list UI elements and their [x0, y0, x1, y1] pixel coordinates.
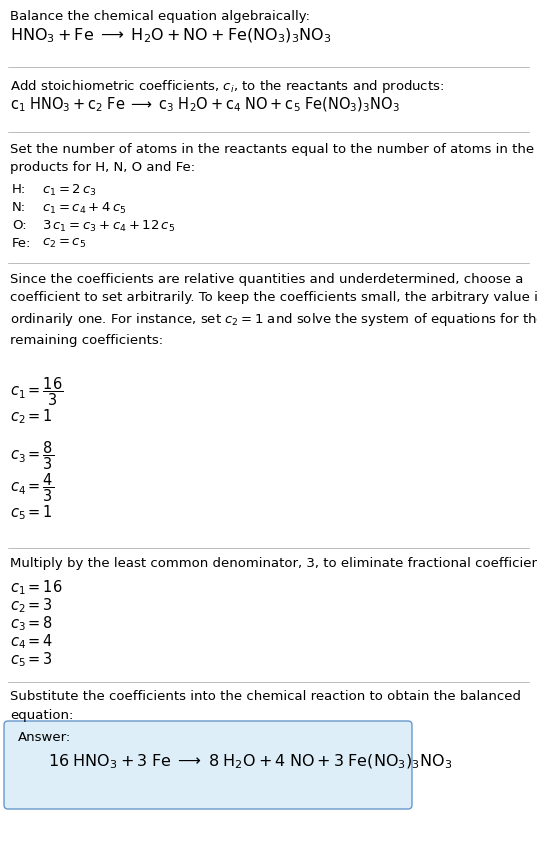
Text: $\mathrm{c_1\;HNO_3 + c_2\;Fe \;\longrightarrow\; c_3\;H_2O + c_4\;NO + c_5\;Fe(: $\mathrm{c_1\;HNO_3 + c_2\;Fe \;\longrig… [10, 96, 400, 115]
Text: $c_1 = 16$: $c_1 = 16$ [10, 578, 63, 596]
Text: Fe:: Fe: [12, 237, 31, 250]
Text: Multiply by the least common denominator, 3, to eliminate fractional coefficient: Multiply by the least common denominator… [10, 557, 537, 570]
Text: $3\,c_1 = c_3 + c_4 + 12\,c_5$: $3\,c_1 = c_3 + c_4 + 12\,c_5$ [42, 219, 175, 234]
Text: $c_3 = \dfrac{8}{3}$: $c_3 = \dfrac{8}{3}$ [10, 439, 54, 471]
Text: $c_2 = c_5$: $c_2 = c_5$ [42, 237, 86, 250]
Text: O:: O: [12, 219, 27, 232]
Text: $c_2 = 1$: $c_2 = 1$ [10, 407, 53, 425]
Text: $c_5 = 1$: $c_5 = 1$ [10, 503, 53, 522]
Text: $c_1 = \dfrac{16}{3}$: $c_1 = \dfrac{16}{3}$ [10, 375, 63, 408]
Text: H:: H: [12, 183, 26, 196]
Text: $c_1 = 2\,c_3$: $c_1 = 2\,c_3$ [42, 183, 97, 198]
Text: N:: N: [12, 201, 26, 214]
Text: Answer:: Answer: [18, 731, 71, 744]
Text: $c_4 = 4$: $c_4 = 4$ [10, 632, 53, 651]
FancyBboxPatch shape [4, 721, 412, 809]
Text: Balance the chemical equation algebraically:: Balance the chemical equation algebraica… [10, 10, 310, 23]
Text: $c_4 = \dfrac{4}{3}$: $c_4 = \dfrac{4}{3}$ [10, 471, 54, 503]
Text: Add stoichiometric coefficients, $c_i$, to the reactants and products:: Add stoichiometric coefficients, $c_i$, … [10, 78, 444, 95]
Text: $c_3 = 8$: $c_3 = 8$ [10, 614, 53, 633]
Text: Since the coefficients are relative quantities and underdetermined, choose a
coe: Since the coefficients are relative quan… [10, 273, 537, 346]
Text: $\mathrm{16\;HNO_3 + 3\;Fe \;\longrightarrow\; 8\;H_2O + 4\;NO + 3\;Fe(NO_3)_3NO: $\mathrm{16\;HNO_3 + 3\;Fe \;\longrighta… [48, 753, 452, 772]
Text: Set the number of atoms in the reactants equal to the number of atoms in the
pro: Set the number of atoms in the reactants… [10, 143, 534, 174]
Text: $\mathrm{HNO_3 + Fe \;\longrightarrow\; H_2O + NO + Fe(NO_3)_3NO_3}$: $\mathrm{HNO_3 + Fe \;\longrightarrow\; … [10, 27, 331, 45]
Text: $c_5 = 3$: $c_5 = 3$ [10, 650, 53, 668]
Text: $c_1 = c_4 + 4\,c_5$: $c_1 = c_4 + 4\,c_5$ [42, 201, 127, 216]
Text: Substitute the coefficients into the chemical reaction to obtain the balanced
eq: Substitute the coefficients into the che… [10, 690, 521, 721]
Text: $c_2 = 3$: $c_2 = 3$ [10, 596, 53, 615]
